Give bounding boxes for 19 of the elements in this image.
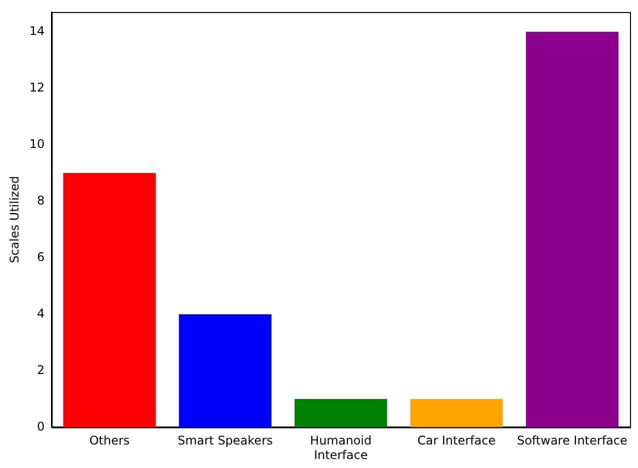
- x-tick-label: Others: [89, 434, 130, 448]
- y-tick-label: 10: [29, 136, 45, 151]
- y-tick-label: 4: [37, 306, 45, 320]
- x-tick-label: Software Interface: [516, 434, 628, 448]
- bar: [410, 398, 503, 428]
- y-tick-label: 0: [37, 419, 45, 434]
- y-axis-title: Scales Utilized: [7, 176, 22, 264]
- bar: [63, 172, 156, 428]
- y-tick-label: 2: [37, 362, 45, 377]
- bar: [178, 314, 272, 428]
- x-tick-label: Smart Speakers: [178, 434, 273, 448]
- bar: [526, 32, 618, 428]
- y-tick-label: 12: [29, 80, 45, 94]
- y-tick-label: 6: [37, 250, 45, 264]
- y-tick-label: 14: [29, 24, 45, 38]
- bar: [294, 398, 388, 428]
- x-tick-label: Humanoid Interface: [310, 434, 372, 462]
- y-tick-label: 8: [37, 193, 45, 208]
- x-tick-label: Car Interface: [417, 434, 496, 448]
